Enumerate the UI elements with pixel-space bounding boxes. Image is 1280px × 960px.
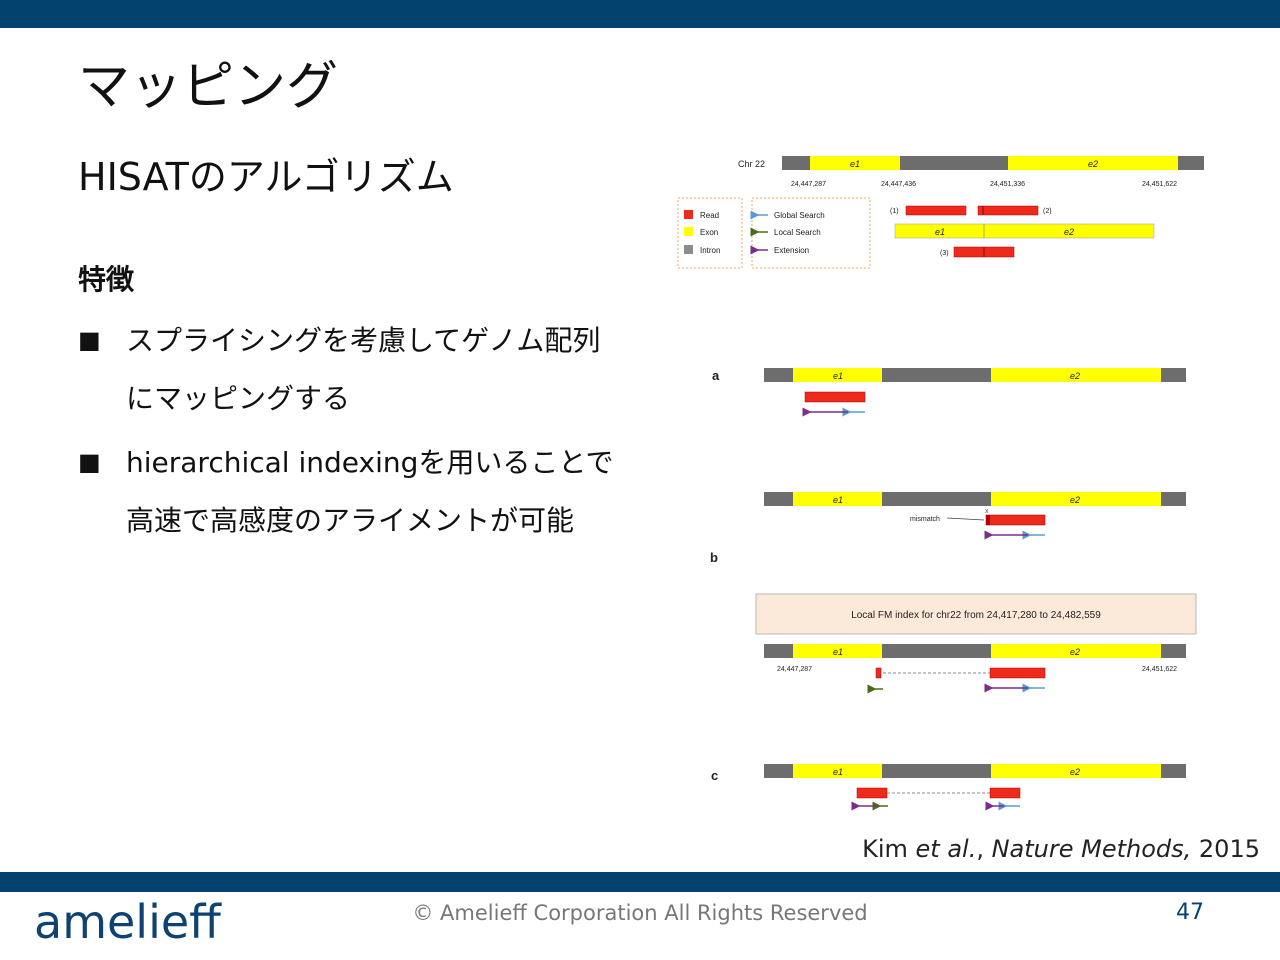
panel-label-c: c bbox=[711, 768, 718, 783]
read-swatch bbox=[684, 210, 693, 219]
coord-label: 24,451,622 bbox=[1142, 181, 1177, 188]
read-label-1: (1) bbox=[890, 208, 899, 215]
panel-label-a: a bbox=[712, 368, 720, 383]
coord-label: 24,447,436 bbox=[881, 181, 916, 188]
legend-exon: Exon bbox=[700, 228, 718, 237]
bottom-bar bbox=[0, 872, 1280, 892]
citation-year: 2015 bbox=[1191, 835, 1260, 863]
chr-reference-track bbox=[782, 156, 1204, 170]
citation: Kim et al., Nature Methods, 2015 bbox=[800, 832, 1260, 866]
exon-label-e2: e2 bbox=[1070, 495, 1080, 505]
fm-index-box bbox=[755, 593, 1197, 635]
read-label-2: (2) bbox=[1043, 208, 1052, 215]
fm-index-text: Local FM index for chr22 from 24,417,280… bbox=[851, 610, 1101, 621]
chr-label: Chr 22 bbox=[738, 159, 765, 169]
bullet-1-line-1: スプライシングを考慮してゲノム配列 bbox=[126, 324, 601, 357]
read-fragment bbox=[989, 787, 1021, 799]
exon-label-e2: e2 bbox=[1064, 227, 1074, 237]
panel-label-b: b bbox=[710, 550, 718, 565]
citation-author: Kim bbox=[862, 835, 916, 863]
exon-label-e2: e2 bbox=[1088, 159, 1098, 169]
exon-label-e1: e1 bbox=[833, 495, 843, 505]
coord-label: 24,447,287 bbox=[791, 181, 826, 188]
legend-local: Local Search bbox=[774, 228, 821, 237]
read-fragment bbox=[856, 787, 888, 799]
bullet-square-icon: ■ bbox=[78, 326, 101, 354]
exon-swatch bbox=[684, 227, 693, 236]
exon-junction-track bbox=[894, 223, 1155, 239]
citation-journal: Nature Methods, bbox=[991, 835, 1192, 863]
panel-a-read bbox=[804, 391, 866, 403]
panel-b-fm-track bbox=[764, 644, 1186, 658]
panel-b-read bbox=[985, 514, 1046, 526]
slide-title: マッピング bbox=[78, 57, 339, 117]
top-bar bbox=[0, 0, 1280, 28]
exon-label-e1: e1 bbox=[935, 227, 945, 237]
mismatch-label: mismatch bbox=[910, 516, 940, 523]
exon-label-e2: e2 bbox=[1070, 647, 1080, 657]
legend-box-types bbox=[677, 197, 743, 269]
bullet-2-line-1: hierarchical indexingを用いることで bbox=[126, 446, 614, 479]
citation-etal: et al. bbox=[915, 835, 977, 863]
copyright-text: © Amelieff Corporation All Rights Reserv… bbox=[412, 901, 868, 925]
exon-label-e2: e2 bbox=[1070, 371, 1080, 381]
coord-label: 24,451,336 bbox=[990, 181, 1025, 188]
intron-swatch bbox=[684, 245, 693, 254]
read-fragment bbox=[989, 667, 1046, 679]
panel-b-track bbox=[764, 492, 1186, 506]
citation-sep: , bbox=[976, 835, 992, 863]
read-2 bbox=[977, 205, 1039, 216]
legend-read: Read bbox=[700, 211, 719, 220]
panel-a-track bbox=[764, 368, 1186, 382]
amelieff-logo: amelieff bbox=[34, 895, 221, 949]
exon-label-e1: e1 bbox=[833, 647, 843, 657]
read-fragment bbox=[875, 667, 882, 679]
slide-subtitle: HISATのアルゴリズム bbox=[78, 155, 454, 199]
hisat-algorithm-figure: Chr 22 e1 e2 24,447,287 24,447,436 24,45… bbox=[677, 156, 1204, 811]
legend-extension: Extension bbox=[774, 246, 809, 255]
exon-label-e1: e1 bbox=[850, 159, 860, 169]
read-1 bbox=[905, 205, 967, 216]
exon-label-e1: e1 bbox=[833, 767, 843, 777]
read-label-3: (3) bbox=[940, 250, 949, 257]
bullet-2-line-2: 高速で高感度のアライメントが可能 bbox=[126, 504, 575, 537]
legend-global: Global Search bbox=[774, 211, 825, 220]
bullet-1-line-2: にマッピングする bbox=[126, 382, 351, 415]
exon-label-e2: e2 bbox=[1070, 767, 1080, 777]
exon-label-e1: e1 bbox=[833, 371, 843, 381]
mismatch-mark: x bbox=[985, 508, 989, 515]
bullet-square-icon: ■ bbox=[78, 448, 101, 476]
legend-intron: Intron bbox=[700, 246, 720, 255]
coord-label: 24,451,622 bbox=[1142, 666, 1177, 673]
coord-label: 24,447,287 bbox=[777, 666, 812, 673]
panel-c-track bbox=[764, 764, 1186, 778]
page-number: 47 bbox=[1176, 900, 1204, 925]
feature-heading: 特徴 bbox=[78, 263, 135, 296]
